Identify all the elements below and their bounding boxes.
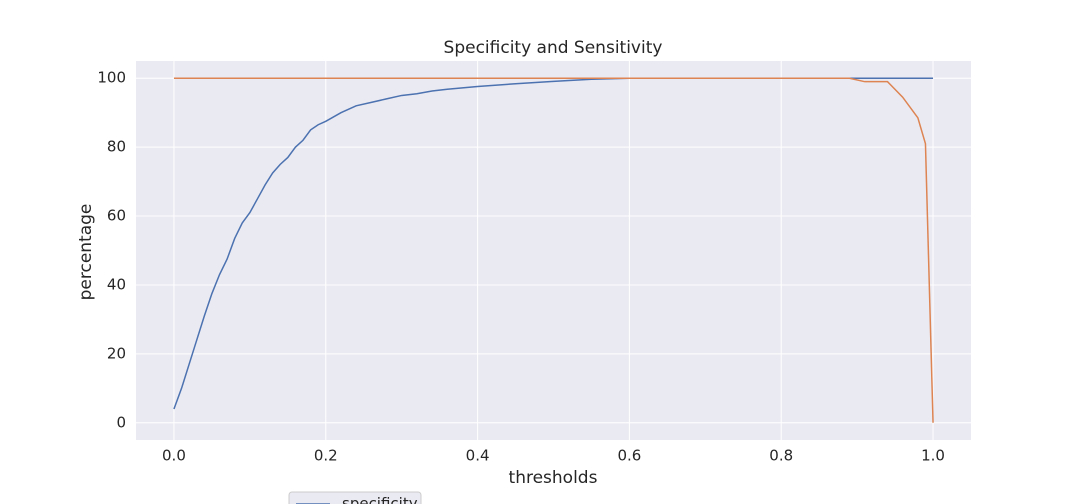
legend-box: [288, 491, 422, 504]
x-tick-label: 0.0: [162, 447, 186, 465]
plot-area: [136, 61, 971, 440]
x-tick-label: 0.6: [617, 447, 641, 465]
x-tick-label: 1.0: [921, 447, 945, 465]
y-tick-label: 100: [97, 69, 126, 87]
x-tick-label: 0.8: [769, 447, 793, 465]
y-tick-label: 80: [107, 138, 126, 156]
y-axis-label: percentage: [76, 204, 96, 301]
y-tick-label: 0: [116, 413, 126, 431]
y-tick-label: 40: [107, 275, 126, 293]
legend-label: specificity: [342, 495, 418, 504]
data-line: [173, 77, 934, 423]
chart-title: Specificity and Sensitivity: [444, 38, 663, 58]
x-axis-label: thresholds: [509, 468, 598, 488]
x-tick-label: 0.4: [466, 447, 490, 465]
y-tick-label: 60: [107, 207, 126, 225]
x-tick-label: 0.2: [314, 447, 338, 465]
y-tick-label: 20: [107, 344, 126, 362]
